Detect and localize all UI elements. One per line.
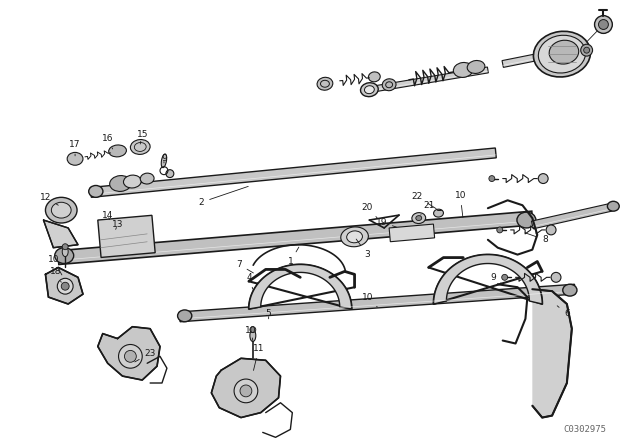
Ellipse shape [360,83,378,97]
Polygon shape [98,327,160,380]
Text: 18: 18 [49,267,61,282]
Text: 7: 7 [236,260,253,273]
Ellipse shape [109,145,127,157]
Polygon shape [249,264,351,309]
Text: 6: 6 [557,306,570,319]
Circle shape [166,170,174,177]
Ellipse shape [67,152,83,165]
Polygon shape [44,220,78,248]
Circle shape [61,282,69,290]
Text: 8: 8 [525,233,548,244]
Ellipse shape [533,31,591,77]
Text: 17: 17 [69,139,81,156]
Circle shape [234,379,258,403]
Ellipse shape [51,202,71,218]
Text: 14: 14 [102,211,113,220]
Ellipse shape [416,215,422,220]
Text: 23: 23 [135,349,156,362]
Circle shape [598,20,609,30]
Circle shape [62,244,68,250]
Text: 13: 13 [112,220,124,229]
Text: 2: 2 [198,186,248,207]
Text: 11: 11 [253,344,264,370]
Text: 10: 10 [362,293,378,307]
Circle shape [538,174,548,184]
Text: 9: 9 [161,154,167,164]
Ellipse shape [89,185,103,197]
Circle shape [502,274,508,280]
Ellipse shape [412,213,426,224]
Ellipse shape [382,79,396,90]
Text: 4: 4 [246,273,253,289]
Text: 19: 19 [376,218,396,227]
Ellipse shape [109,176,131,191]
Polygon shape [58,211,533,264]
Text: 10: 10 [245,326,257,340]
Ellipse shape [453,62,473,78]
Ellipse shape [433,209,444,217]
Circle shape [595,16,612,34]
Text: C0302975: C0302975 [563,425,606,434]
Polygon shape [433,254,542,304]
Ellipse shape [131,139,150,155]
Ellipse shape [340,227,369,247]
Polygon shape [179,284,575,322]
Text: 20: 20 [362,202,378,218]
Circle shape [551,272,561,282]
Circle shape [118,345,142,368]
Ellipse shape [55,248,74,263]
Text: 16: 16 [102,134,113,149]
Ellipse shape [250,330,256,341]
Ellipse shape [369,72,380,82]
Circle shape [489,176,495,181]
Ellipse shape [161,154,166,168]
Text: 5: 5 [266,310,271,319]
Ellipse shape [364,86,374,94]
Ellipse shape [62,247,68,257]
Circle shape [497,227,502,233]
Ellipse shape [45,197,77,223]
Ellipse shape [517,212,536,228]
Ellipse shape [177,310,192,322]
Ellipse shape [563,284,577,296]
Ellipse shape [124,175,141,188]
Polygon shape [531,203,612,229]
Circle shape [58,278,73,294]
Text: 15: 15 [136,129,148,144]
Circle shape [250,327,256,332]
Text: 10: 10 [454,191,466,217]
Polygon shape [45,267,83,304]
Ellipse shape [584,47,589,53]
Bar [389,224,435,242]
Ellipse shape [538,35,586,73]
Ellipse shape [347,231,362,243]
Circle shape [240,385,252,397]
Ellipse shape [467,60,485,73]
Polygon shape [369,67,488,93]
Polygon shape [532,289,572,418]
Text: 9: 9 [490,273,502,284]
Text: 10: 10 [47,255,62,275]
Bar [98,215,155,258]
Text: 12: 12 [40,193,58,205]
Ellipse shape [549,40,579,64]
Ellipse shape [140,173,154,184]
Polygon shape [211,358,280,418]
Circle shape [546,225,556,235]
Text: 22: 22 [411,192,436,209]
Polygon shape [502,51,553,67]
Text: 3: 3 [356,239,371,259]
Ellipse shape [607,201,620,211]
Ellipse shape [580,44,593,56]
Polygon shape [90,148,496,197]
Text: 1: 1 [287,247,299,266]
Circle shape [124,350,136,362]
Ellipse shape [317,78,333,90]
Text: 21: 21 [420,201,435,215]
